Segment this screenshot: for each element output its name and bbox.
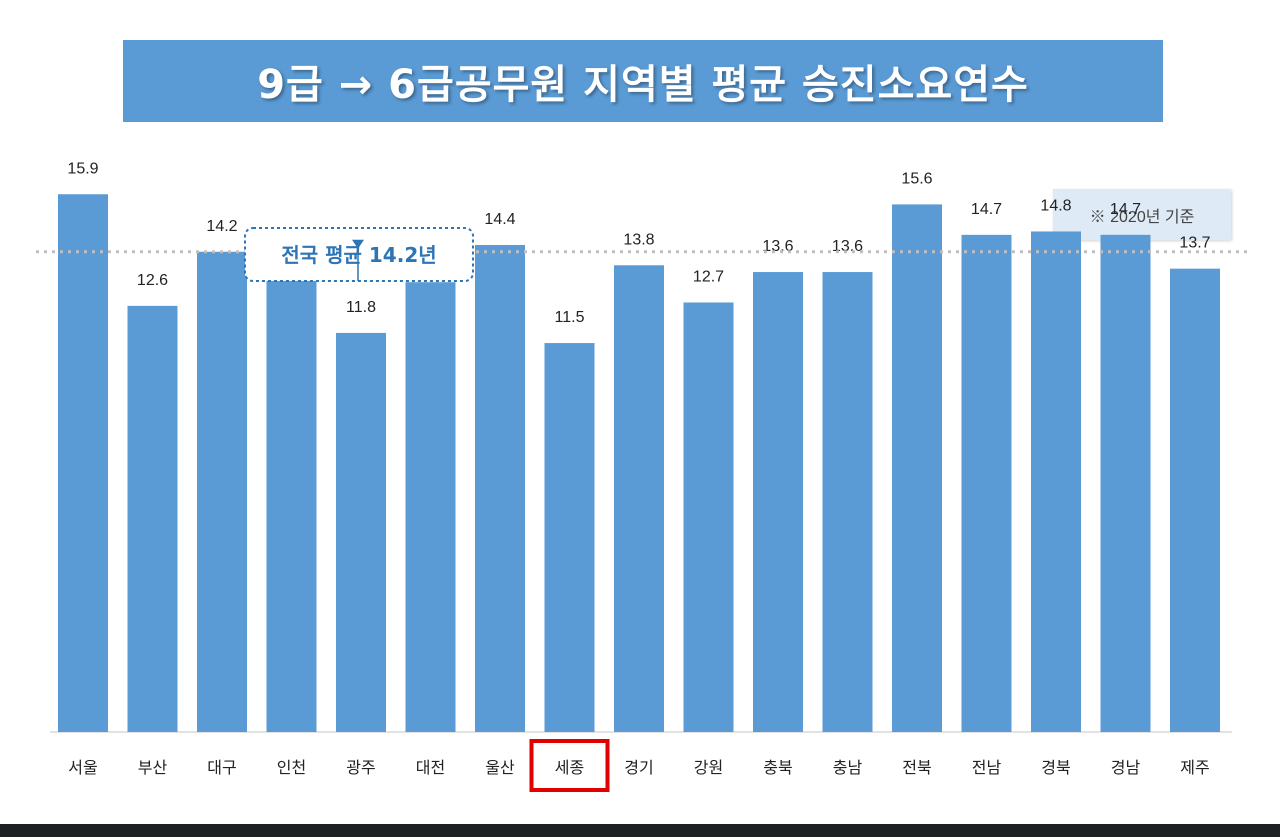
- value-label: 15.6: [901, 170, 932, 187]
- category-label: 대전: [416, 758, 445, 777]
- category-label: 서울: [68, 758, 97, 777]
- value-label: 13.7: [1179, 235, 1210, 252]
- average-callout-box: [244, 227, 474, 282]
- bar-13: [892, 204, 942, 733]
- category-label: 경북: [1041, 758, 1070, 777]
- bar-15: [1031, 231, 1081, 732]
- bar-6: [405, 282, 456, 732]
- value-label: 11.8: [346, 299, 376, 316]
- value-label: 12.7: [693, 268, 724, 285]
- bar-10: [683, 302, 734, 732]
- value-label: 15.9: [67, 160, 98, 177]
- category-label: 울산: [485, 758, 515, 777]
- value-label: 14.2: [206, 218, 237, 235]
- bar-2: [127, 305, 178, 732]
- value-label: 13.8: [623, 231, 654, 248]
- category-label: 충남: [833, 758, 863, 777]
- bar-5: [336, 332, 386, 732]
- value-label: 12.6: [137, 272, 168, 289]
- category-label: 대구: [207, 758, 236, 777]
- bar-17: [1170, 268, 1220, 732]
- category-label: 전남: [972, 758, 1002, 777]
- bar-11: [753, 272, 803, 732]
- title-banner: 9급 → 6급공무원 지역별 평균 승진소요연수: [123, 40, 1163, 122]
- category-label: 인천: [277, 758, 306, 777]
- value-label: 14.7: [971, 201, 1002, 218]
- bar-1: [58, 194, 108, 732]
- value-label: 14.7: [1110, 201, 1141, 218]
- bar-9: [614, 265, 664, 732]
- value-label: 11.5: [555, 309, 585, 326]
- category-label: 경기: [624, 758, 653, 777]
- value-label: 13.6: [762, 238, 793, 255]
- bottom-bar: [0, 824, 1280, 837]
- callout-arrow-head: [352, 239, 364, 249]
- bar-14: [961, 234, 1012, 732]
- category-label: 제주: [1180, 758, 1209, 777]
- bar-3: [197, 251, 247, 732]
- basis-year-note: ※ 2020년 기준: [1053, 189, 1231, 240]
- category-label: 전북: [902, 758, 931, 777]
- value-label: 13.6: [832, 238, 863, 255]
- category-label: 광주: [346, 758, 375, 777]
- category-label: 세종: [555, 758, 584, 777]
- value-label: 14.4: [484, 211, 515, 228]
- highlight-box: [529, 739, 610, 792]
- bar-16: [1100, 234, 1151, 732]
- chart-title: 9급 → 6급공무원 지역별 평균 승진소요연수: [257, 62, 1029, 108]
- category-label: 강원: [694, 758, 723, 777]
- bar-8: [544, 343, 595, 732]
- category-label: 경남: [1111, 758, 1141, 777]
- category-label: 충북: [763, 758, 792, 777]
- bar-7: [475, 244, 525, 732]
- value-label: 14.8: [1040, 197, 1071, 214]
- bar-4: [266, 278, 317, 732]
- category-label: 부산: [138, 758, 168, 777]
- bar-12: [822, 272, 873, 732]
